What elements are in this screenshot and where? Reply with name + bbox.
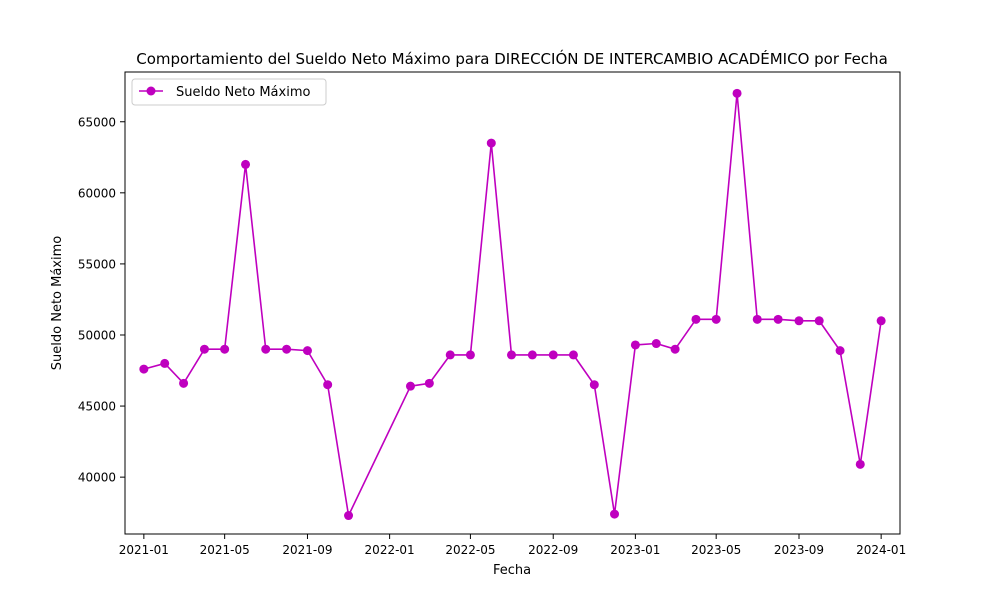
data-point bbox=[814, 316, 824, 326]
data-point bbox=[160, 358, 170, 368]
data-point bbox=[630, 340, 640, 350]
x-axis-label: Fecha bbox=[493, 563, 531, 578]
data-point bbox=[548, 350, 558, 360]
data-point bbox=[179, 378, 189, 388]
data-point bbox=[506, 350, 516, 360]
data-point bbox=[568, 350, 578, 360]
y-tick-label: 50000 bbox=[78, 328, 116, 342]
y-tick-label: 55000 bbox=[78, 257, 116, 271]
data-point bbox=[241, 159, 251, 169]
data-point bbox=[752, 314, 762, 324]
data-point bbox=[282, 344, 292, 354]
x-axis: 2021-01 2021-05 2021-09 2022-01 2022-05 2022-… bbox=[119, 534, 906, 557]
plot-area bbox=[139, 88, 886, 521]
y-tick-label: 65000 bbox=[78, 115, 116, 129]
data-point bbox=[527, 350, 537, 360]
x-tick-label: 2021-05 bbox=[200, 543, 250, 557]
x-tick-label: 2021-09 bbox=[282, 543, 332, 557]
y-tick-label: 40000 bbox=[78, 471, 116, 485]
data-point bbox=[302, 346, 312, 356]
data-point bbox=[691, 314, 701, 324]
data-point bbox=[732, 88, 742, 98]
x-tick-label: 2021-01 bbox=[119, 543, 169, 557]
legend-label: Sueldo Neto Máximo bbox=[176, 85, 310, 100]
x-tick-label: 2022-01 bbox=[365, 543, 415, 557]
y-axis: 40000 45000 50000 55000 60000 65000 bbox=[78, 115, 125, 485]
data-point bbox=[344, 511, 354, 521]
x-tick-label: 2022-09 bbox=[528, 543, 578, 557]
data-point bbox=[589, 380, 599, 390]
data-point bbox=[220, 344, 230, 354]
y-tick-label: 60000 bbox=[78, 186, 116, 200]
data-point bbox=[651, 339, 661, 349]
x-tick-label: 2022-05 bbox=[445, 543, 495, 557]
data-point bbox=[855, 459, 865, 469]
data-point bbox=[835, 346, 845, 356]
data-point bbox=[670, 344, 680, 354]
x-tick-label: 2023-05 bbox=[691, 543, 741, 557]
data-point bbox=[610, 509, 620, 519]
legend-marker-swatch bbox=[146, 86, 156, 96]
x-tick-label: 2023-01 bbox=[610, 543, 660, 557]
data-point bbox=[876, 316, 886, 326]
x-tick-label: 2024-01 bbox=[856, 543, 906, 557]
y-axis-label: Sueldo Neto Máximo bbox=[50, 236, 65, 370]
data-point bbox=[711, 314, 721, 324]
data-point bbox=[199, 344, 209, 354]
data-point bbox=[323, 380, 333, 390]
data-point bbox=[424, 378, 434, 388]
data-point bbox=[445, 350, 455, 360]
data-point bbox=[794, 316, 804, 326]
data-point bbox=[261, 344, 271, 354]
data-point bbox=[773, 314, 783, 324]
legend: Sueldo Neto Máximo bbox=[131, 78, 327, 106]
chart-title: Comportamiento del Sueldo Neto Máximo pa… bbox=[136, 49, 888, 68]
data-point bbox=[139, 364, 149, 374]
data-point bbox=[405, 381, 415, 391]
data-point bbox=[486, 138, 496, 148]
y-tick-label: 45000 bbox=[78, 400, 116, 414]
x-tick-label: 2023-09 bbox=[774, 543, 824, 557]
data-point bbox=[465, 350, 475, 360]
legend-box bbox=[131, 78, 327, 106]
plot-frame bbox=[124, 71, 901, 535]
